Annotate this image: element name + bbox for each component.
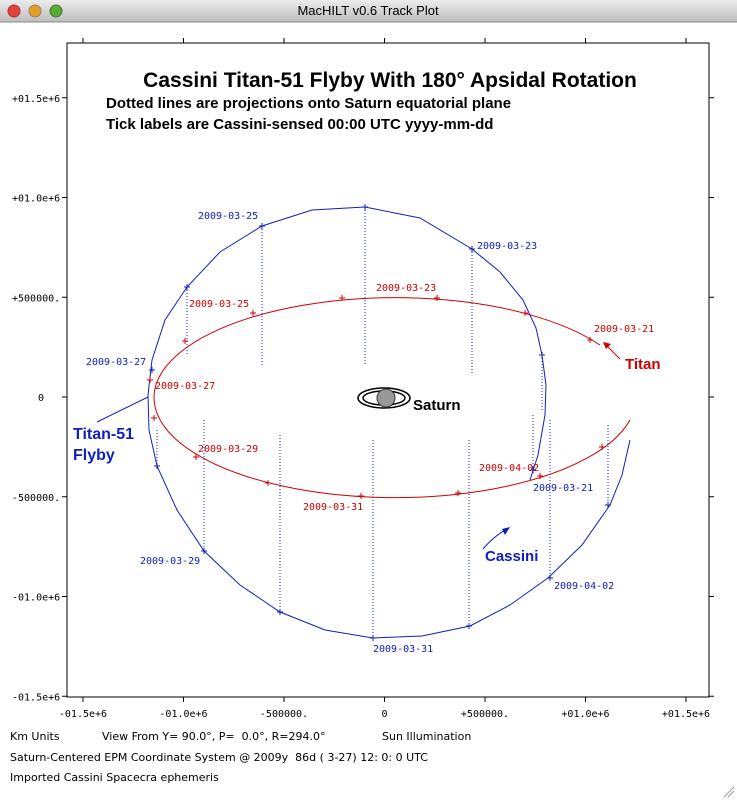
footer-units: Km Units bbox=[10, 730, 60, 743]
track-tick bbox=[522, 310, 528, 316]
track-tick bbox=[547, 575, 553, 581]
titan-label: Titan bbox=[625, 356, 661, 373]
track-tick bbox=[154, 463, 160, 469]
y-tick-label: +01.0e+6 bbox=[12, 194, 60, 205]
grip-line bbox=[723, 786, 735, 798]
track-tick bbox=[434, 295, 440, 301]
titan-track bbox=[153, 297, 631, 499]
track-tick bbox=[259, 223, 265, 229]
y-tick-label: +01.5e+6 bbox=[12, 94, 60, 105]
x-tick-label: +01.5e+6 bbox=[662, 709, 710, 720]
track-tick bbox=[362, 204, 368, 210]
plot-title: Cassini Titan-51 Flyby With 180° Apsidal… bbox=[143, 69, 637, 92]
flyby-label: Flyby bbox=[73, 447, 115, 464]
track-tick bbox=[530, 467, 536, 473]
y-tick-label: -01.0e+6 bbox=[12, 593, 60, 604]
titan-date-labels: 2009-03-23 2009-03-25 2009-03-21 2009-03… bbox=[155, 283, 654, 513]
cassini-label: Cassini bbox=[485, 548, 538, 565]
track-tick bbox=[184, 284, 190, 290]
date-label: 2009-03-23 bbox=[477, 241, 537, 252]
titan-ticks bbox=[147, 295, 605, 499]
track-tick bbox=[151, 415, 157, 421]
track-tick bbox=[599, 444, 605, 450]
track-tick bbox=[265, 480, 271, 486]
date-label: 2009-03-25 bbox=[189, 299, 249, 310]
date-label: 2009-04-02 bbox=[554, 581, 614, 592]
x-tick-label: -01.0e+6 bbox=[159, 709, 207, 720]
date-label: 2009-03-27 bbox=[86, 357, 146, 368]
window-title: MacHILT v0.6 Track Plot bbox=[297, 3, 439, 18]
footer-illumination: Sun Illumination bbox=[382, 730, 471, 743]
minimize-button[interactable] bbox=[28, 4, 42, 18]
track-tick bbox=[539, 352, 545, 358]
track-tick bbox=[250, 310, 256, 316]
track-tick bbox=[370, 635, 376, 641]
footer-source: Imported Cassini Spacecra ephemeris bbox=[10, 771, 219, 784]
date-label: 2009-03-31 bbox=[303, 502, 363, 513]
resize-grip[interactable] bbox=[723, 786, 735, 798]
track-tick bbox=[469, 246, 475, 252]
x-tick-label: -01.5e+6 bbox=[59, 709, 107, 720]
track-tick bbox=[537, 473, 543, 479]
date-label: 2009-03-29 bbox=[140, 556, 200, 567]
track-tick bbox=[182, 338, 188, 344]
y-tick-label: -500000. bbox=[12, 493, 60, 504]
x-tick-label: +500000. bbox=[461, 709, 509, 720]
x-tick-label: +01.0e+6 bbox=[561, 709, 609, 720]
title-bar bbox=[0, 0, 737, 22]
flyby-pointer bbox=[96, 396, 149, 423]
y-tick-label: +500000. bbox=[12, 293, 60, 304]
date-label: 2009-03-25 bbox=[198, 211, 258, 222]
date-label: 2009-03-21 bbox=[533, 483, 593, 494]
date-label: 2009-03-21 bbox=[594, 324, 654, 335]
date-label: 2009-04-02 bbox=[479, 463, 539, 474]
plot-frame bbox=[66, 42, 710, 698]
ring bbox=[357, 387, 411, 409]
footer-system: Saturn-Centered EPM Coordinate System @ … bbox=[10, 751, 428, 764]
track-tick bbox=[587, 337, 593, 343]
cassini-date-labels: 2009-03-25 2009-03-23 2009-03-27 2009-03… bbox=[86, 211, 614, 655]
plot-subtitle: Dotted lines are projections onto Saturn… bbox=[106, 95, 511, 112]
saturn-icon bbox=[357, 387, 411, 409]
date-label: 2009-03-31 bbox=[373, 644, 433, 655]
projections bbox=[156, 207, 609, 638]
y-tick-label: -01.5e+6 bbox=[12, 692, 60, 703]
date-label: 2009-03-23 bbox=[376, 283, 436, 294]
planet bbox=[376, 388, 396, 408]
track-tick bbox=[339, 295, 345, 301]
grip-line bbox=[727, 790, 735, 798]
track-tick bbox=[193, 454, 199, 460]
x-tick-label: -500000. bbox=[260, 709, 308, 720]
track-tick bbox=[455, 490, 461, 496]
track-tick bbox=[466, 623, 472, 629]
cassini-ticks bbox=[149, 204, 611, 641]
saturn-label: Saturn bbox=[413, 397, 461, 414]
date-label: 2009-03-27 bbox=[155, 381, 215, 392]
track-tick bbox=[277, 609, 283, 615]
cassini-track bbox=[147, 206, 631, 639]
track-tick bbox=[358, 493, 364, 499]
y-tick-label: 0 bbox=[38, 393, 44, 404]
track-tick bbox=[149, 367, 155, 373]
arrowhead bbox=[502, 527, 510, 535]
footer-view: View From Y= 90.0°, P= 0.0°, R=294.0° bbox=[102, 730, 325, 743]
track-tick bbox=[201, 548, 207, 554]
track-tick bbox=[605, 502, 611, 508]
date-label: 2009-03-29 bbox=[198, 444, 258, 455]
x-tick-label: 0 bbox=[381, 709, 387, 720]
track-tick bbox=[147, 377, 153, 383]
close-button[interactable] bbox=[7, 4, 21, 18]
plot-subtitle: Tick labels are Cassini-sensed 00:00 UTC… bbox=[106, 116, 493, 133]
flyby-label: Titan-51 bbox=[73, 426, 134, 443]
arrowhead bbox=[603, 342, 611, 349]
zoom-button[interactable] bbox=[49, 4, 63, 18]
